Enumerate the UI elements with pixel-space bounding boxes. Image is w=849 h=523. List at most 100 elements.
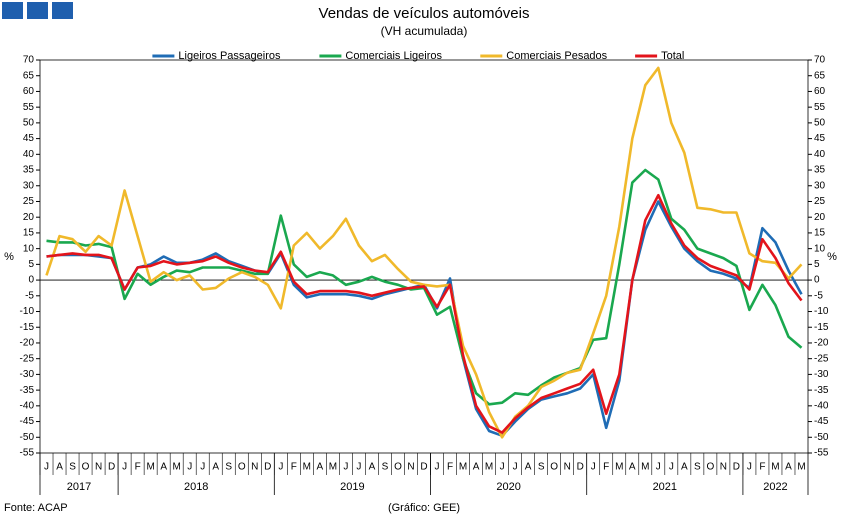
x-tick-label: A xyxy=(317,462,324,473)
legend-label: Total xyxy=(661,50,684,62)
x-tick-label: J xyxy=(747,462,752,473)
y-tick-label: 5 xyxy=(28,259,34,270)
x-tick-label: J xyxy=(44,462,49,473)
y2-tick-label: 35 xyxy=(814,165,826,176)
y-tick-label: 55 xyxy=(23,102,35,113)
x-tick-label: J xyxy=(278,462,283,473)
logo-square xyxy=(52,2,73,19)
x-tick-label: J xyxy=(500,462,505,473)
x-tick-label: A xyxy=(629,462,636,473)
y-tick-label: 15 xyxy=(23,228,35,239)
x-tick-label: J xyxy=(656,462,661,473)
y-tick-label: 25 xyxy=(23,196,35,207)
y-tick-label: -10 xyxy=(20,306,35,317)
y2-tick-label: 65 xyxy=(814,70,826,81)
y2-tick-label: 20 xyxy=(814,212,826,223)
y2-tick-label: 0 xyxy=(814,275,820,286)
x-tick-label: S xyxy=(69,462,76,473)
legend-label: Comerciais Ligeiros xyxy=(345,50,442,62)
x-tick-label: D xyxy=(108,462,115,473)
y2-tick-label: 5 xyxy=(814,259,820,270)
y2-tick-label: -55 xyxy=(814,448,829,459)
x-tick-label: J xyxy=(343,462,348,473)
x-tick-label: O xyxy=(706,462,714,473)
series-line xyxy=(46,193,803,434)
y2-tick-label: -25 xyxy=(814,353,829,364)
x-tick-label: J xyxy=(187,462,192,473)
x-tick-label: F xyxy=(135,462,141,473)
x-tick-label: N xyxy=(720,462,727,473)
logo-square xyxy=(2,2,23,19)
logo-square xyxy=(27,2,48,19)
y2-tick-label: -35 xyxy=(814,385,829,396)
x-tick-label: M xyxy=(615,462,623,473)
y-tick-label: 40 xyxy=(23,149,35,160)
x-tick-label: J xyxy=(591,462,596,473)
x-tick-label: A xyxy=(369,462,376,473)
source: Fonte: ACAP xyxy=(4,502,68,514)
x-tick-label: S xyxy=(694,462,701,473)
x-tick-label: A xyxy=(473,462,480,473)
x-tick-label: F xyxy=(291,462,297,473)
x-tick-label: M xyxy=(173,462,181,473)
y2-tick-label: -5 xyxy=(814,290,823,301)
x-tick-label: A xyxy=(785,462,792,473)
x-tick-label: M xyxy=(459,462,467,473)
x-tick-label: O xyxy=(550,462,558,473)
x-tick-label: O xyxy=(238,462,246,473)
year-label: 2020 xyxy=(496,481,520,493)
x-tick-label: N xyxy=(95,462,102,473)
y2-tick-label: 15 xyxy=(814,228,826,239)
y-tick-label: -50 xyxy=(20,432,35,443)
x-tick-label: D xyxy=(420,462,427,473)
y-tick-label: -25 xyxy=(20,353,35,364)
plot-frame xyxy=(39,59,809,454)
x-tick-label: S xyxy=(538,462,545,473)
x-tick-label: J xyxy=(513,462,518,473)
y2-tick-label: -20 xyxy=(814,338,829,349)
y-tick-label: -35 xyxy=(20,385,35,396)
x-tick-label: S xyxy=(225,462,232,473)
series-line xyxy=(45,66,803,439)
x-tick-label: N xyxy=(407,462,414,473)
y2-tick-label: -15 xyxy=(814,322,829,333)
y2-tick-label: -50 xyxy=(814,432,829,443)
x-tick-label: M xyxy=(797,462,805,473)
y2-tick-label: 40 xyxy=(814,149,826,160)
x-tick-label: N xyxy=(251,462,258,473)
legend-label: Ligeiros Passageiros xyxy=(178,50,281,62)
x-tick-label: D xyxy=(733,462,740,473)
x-tick-label: M xyxy=(485,462,493,473)
y-tick-label: -15 xyxy=(20,322,35,333)
y2-tick-label: 55 xyxy=(814,102,826,113)
x-tick-label: F xyxy=(603,462,609,473)
year-label: 2022 xyxy=(763,481,787,493)
x-tick-label: F xyxy=(759,462,765,473)
x-tick-label: J xyxy=(200,462,205,473)
y-tick-label: -55 xyxy=(20,448,35,459)
x-tick-label: J xyxy=(669,462,674,473)
x-tick-label: F xyxy=(447,462,453,473)
x-tick-label: M xyxy=(641,462,649,473)
x-tick-label: O xyxy=(394,462,402,473)
x-tick-label: A xyxy=(212,462,219,473)
credit: (Gráfico: GEE) xyxy=(388,502,460,514)
y2-tick-label: 60 xyxy=(814,86,826,97)
y-tick-label: 35 xyxy=(23,165,35,176)
y2-tick-label: -40 xyxy=(814,400,829,411)
x-tick-label: M xyxy=(303,462,311,473)
legend-label: Comerciais Pesados xyxy=(506,50,607,62)
y-tick-label: 10 xyxy=(23,243,35,254)
y2-tick-label: -30 xyxy=(814,369,829,380)
y-tick-label: 30 xyxy=(23,180,35,191)
x-tick-label: A xyxy=(525,462,532,473)
y2-tick-label: -10 xyxy=(814,306,829,317)
x-tick-label: A xyxy=(681,462,688,473)
y2-tick-label: 30 xyxy=(814,180,826,191)
y2-axis-label: % xyxy=(827,251,837,263)
y-tick-label: -40 xyxy=(20,400,35,411)
y2-tick-label: 50 xyxy=(814,118,826,129)
chart-subtitle: (VH acumulada) xyxy=(381,24,468,38)
x-tick-label: N xyxy=(564,462,571,473)
